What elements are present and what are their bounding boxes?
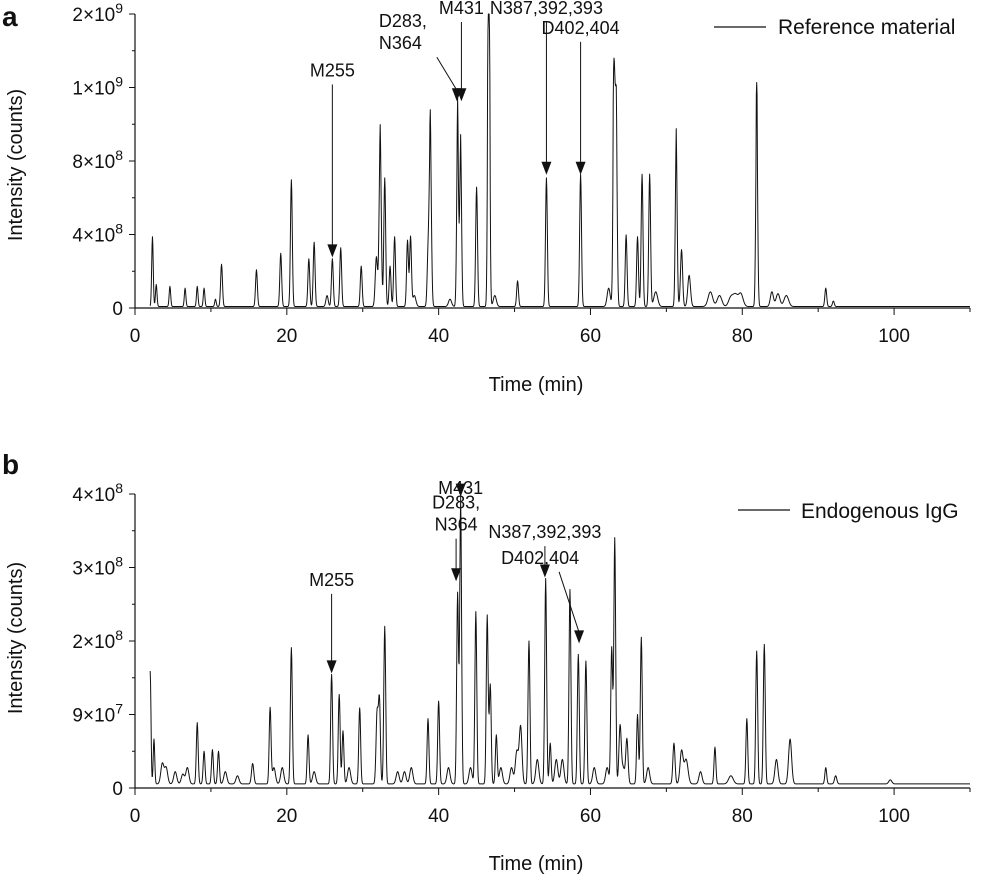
annotation-d402-404-b-label: D402,404 bbox=[501, 548, 579, 568]
annotation-d283-n364-b-arrow-head bbox=[451, 568, 462, 582]
y-tick-label-b: 3×108 bbox=[72, 554, 123, 580]
y-axis-title-a: Intensity (counts) bbox=[5, 89, 27, 241]
annotation-m255-b-arrow-head bbox=[326, 660, 337, 674]
x-tick-label-b: 100 bbox=[878, 806, 910, 827]
x-axis-title-b: Time (min) bbox=[489, 853, 584, 875]
annotation-d283-n364-a-arrow-shaft bbox=[436, 56, 458, 91]
y-tick-label-a: 8×108 bbox=[72, 147, 123, 173]
annotation-d402-404-b-arrow-shaft bbox=[558, 571, 580, 633]
y-axis-title-b: Intensity (counts) bbox=[5, 562, 27, 714]
annotation-n387-392-393-a-arrow-head bbox=[541, 161, 552, 175]
x-axis-title-a: Time (min) bbox=[489, 374, 584, 396]
annotation-m431-a-label: M431 bbox=[439, 0, 484, 18]
x-tick-label-a: 100 bbox=[878, 326, 910, 347]
chromatogram-trace-a bbox=[149, 13, 971, 308]
y-tick-label-b: 0 bbox=[112, 779, 123, 800]
annotation-d402-404-a-arrow-head bbox=[575, 161, 586, 175]
annotation-m255-a-arrow-head bbox=[327, 244, 338, 258]
x-tick-label-b: 0 bbox=[130, 806, 141, 827]
annotation-d283-n364-a-label: D283, N364 bbox=[379, 11, 427, 53]
panel-letter-b: b bbox=[2, 449, 19, 480]
y-tick-label-a: 4×108 bbox=[72, 221, 123, 247]
y-tick-label-b: 9×107 bbox=[72, 701, 123, 727]
x-tick-label-a: 20 bbox=[276, 326, 297, 347]
y-tick-label-a: 1×109 bbox=[72, 74, 123, 100]
annotation-d402-404-a-label: D402,404 bbox=[542, 18, 620, 38]
legend-label-b: Endogenous IgG bbox=[801, 500, 959, 523]
annotation-m431-a-arrow-head bbox=[456, 88, 467, 102]
annotation-n387-392-393-a-label: N387,392,393 bbox=[490, 0, 603, 18]
y-tick-label-a: 2×109 bbox=[72, 0, 123, 26]
annotation-m255-a-label: M255 bbox=[310, 60, 355, 80]
x-tick-label-b: 60 bbox=[580, 806, 601, 827]
panel-letter-a: a bbox=[2, 1, 18, 32]
x-tick-label-b: 80 bbox=[732, 806, 753, 827]
y-tick-label-a: 0 bbox=[112, 299, 123, 320]
annotation-n387-392-393-b-arrow-head bbox=[539, 564, 550, 578]
annotation-m255-b-label: M255 bbox=[309, 570, 354, 590]
annotation-d402-404-b-arrow-head bbox=[574, 630, 585, 644]
x-tick-label-a: 80 bbox=[732, 326, 753, 347]
y-tick-label-b: 4×108 bbox=[72, 480, 123, 506]
annotation-m431-b-arrow-head bbox=[455, 483, 466, 497]
x-tick-label-b: 20 bbox=[276, 806, 297, 827]
x-tick-label-b: 40 bbox=[428, 806, 449, 827]
annotation-d283-n364-b-label: D283, N364 bbox=[432, 493, 480, 535]
x-tick-label-a: 60 bbox=[580, 326, 601, 347]
x-tick-label-a: 0 bbox=[130, 326, 141, 347]
legend-label-a: Reference material bbox=[778, 16, 955, 39]
chromatogram-trace-b bbox=[149, 500, 971, 785]
annotation-n387-392-393-b-label: N387,392,393 bbox=[488, 522, 601, 542]
y-tick-label-b: 2×108 bbox=[72, 627, 123, 653]
x-tick-label-a: 40 bbox=[428, 326, 449, 347]
